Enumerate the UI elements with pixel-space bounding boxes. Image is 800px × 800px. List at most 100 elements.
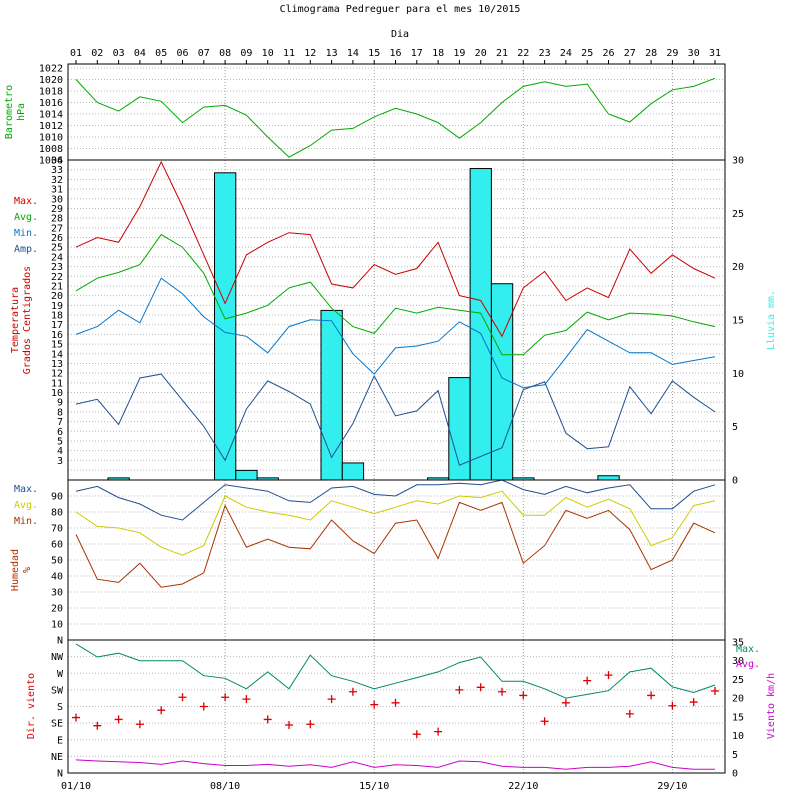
day-label: 22 [517,48,529,59]
day-label: 17 [411,48,423,59]
rain-bar [341,462,365,481]
wind-dir-mark [221,693,230,702]
day-label: 15 [368,48,380,59]
y-tick-label: 1012 [39,121,63,132]
y-tick-label: 1006 [39,156,63,167]
wind-dir-mark [498,687,506,696]
hum-ylabel-text: Humedad [10,549,21,591]
day-label: 14 [347,48,359,59]
day-label: 18 [432,48,444,59]
day-axis-label: Dia [391,29,409,40]
y-tick-label: 50 [51,556,63,567]
y-tick-label: 8 [57,407,63,418]
y-tick-label: 21 [51,281,63,292]
wind-dir-mark [93,721,102,730]
wind-dir-mark [157,706,166,715]
y-tick-label: 33 [51,165,63,176]
y-tick-label: 13 [51,359,63,370]
day-label: 26 [602,48,614,59]
wind-dir-mark [711,686,719,695]
y-tick-label: 30 [51,588,63,599]
day-label: 24 [560,48,572,59]
y-tick-label: 31 [51,185,63,196]
date-tick-label: 15/10 [359,781,389,792]
chart-title: Climograma Pedreguer para el mes 10/2015 [280,4,521,15]
wind-dir-mark [327,695,336,704]
hum-legend-entry: Avg. [14,500,38,511]
dir-tick-label: N [57,769,63,780]
y-tick-label: 0 [732,769,738,780]
day-label: 13 [326,48,338,59]
temp-amp-line [75,373,716,466]
y-tick-label: 5 [57,436,63,447]
y-tick-label: 1010 [39,133,63,144]
wind-legend-entry: Max. [736,644,760,655]
day-label: 20 [475,48,487,59]
dir-tick-label: N [57,636,63,647]
wind-dir-mark [391,698,400,707]
day-label: 25 [581,48,593,59]
dir-tick-label: NE [51,752,63,763]
wind-dir-mark [455,685,464,694]
rain-bar [235,469,258,481]
wind-dir-mark [604,671,613,680]
dir-tick-label: S [57,702,63,713]
y-tick-label: 34 [51,156,63,167]
day-label: 04 [134,48,146,59]
rain-bar [320,309,343,481]
day-label: 12 [304,48,316,59]
y-tick-label: 0 [732,476,738,487]
wind-dir-mark [178,693,187,702]
y-tick-label: 20 [51,291,63,302]
wind-dir-mark [263,715,272,724]
y-tick-label: 1018 [39,87,63,98]
panel-frame [67,63,726,161]
temp-max-line [75,160,716,338]
y-tick-label: 32 [51,175,63,186]
y-tick-label: 5 [732,422,738,433]
y-tick-label: 7 [57,417,63,428]
wind-dir-mark [135,720,144,729]
day-label: 03 [113,48,125,59]
y-tick-label: 25 [732,675,744,686]
hum-legend-entry: Min. [14,516,38,527]
y-tick-label: 15 [51,340,63,351]
pressure-ylabel: Barometro hPa [4,85,27,139]
y-tick-label: 90 [51,492,63,503]
y-tick-label: 9 [57,398,63,409]
wind-speed-ylabel: Viento km/h [766,673,777,739]
pressure-line [75,77,716,158]
y-tick-label: 19 [51,301,63,312]
dir-tick-label: SW [51,685,64,696]
day-label: 10 [262,48,274,59]
day-label: 28 [645,48,657,59]
wind-dir-mark [540,717,549,726]
y-tick-label: 1022 [39,64,63,75]
y-tick-label: 10 [51,388,63,399]
wind-dir-mark [114,715,123,724]
wind-dir-mark [412,730,421,739]
pressure-ylabel-text: Barometro [4,85,15,139]
y-tick-label: 30 [732,656,744,667]
date-tick-label: 29/10 [657,781,687,792]
day-label: 09 [240,48,252,59]
y-tick-label: 80 [51,508,63,519]
y-tick-label: 6 [57,427,63,438]
temp-legend-entry: Amp. [14,244,38,255]
temp-ylabel-text: Temperatura [10,287,21,353]
day-label: 08 [219,48,231,59]
y-tick-label: 11 [51,378,63,389]
y-tick-label: 29 [51,204,63,215]
hum-avg-line [75,490,716,556]
date-tick-label: 01/10 [61,781,91,792]
day-label: 29 [666,48,678,59]
y-tick-label: 30 [732,156,744,167]
dir-tick-label: E [57,735,63,746]
dir-tick-label: SE [51,719,63,730]
y-tick-label: 10 [51,620,63,631]
wind-dir-mark [285,720,293,729]
wind-dir-mark [519,691,528,700]
y-tick-label: 17 [51,320,63,331]
wind-dir-mark [561,698,570,707]
